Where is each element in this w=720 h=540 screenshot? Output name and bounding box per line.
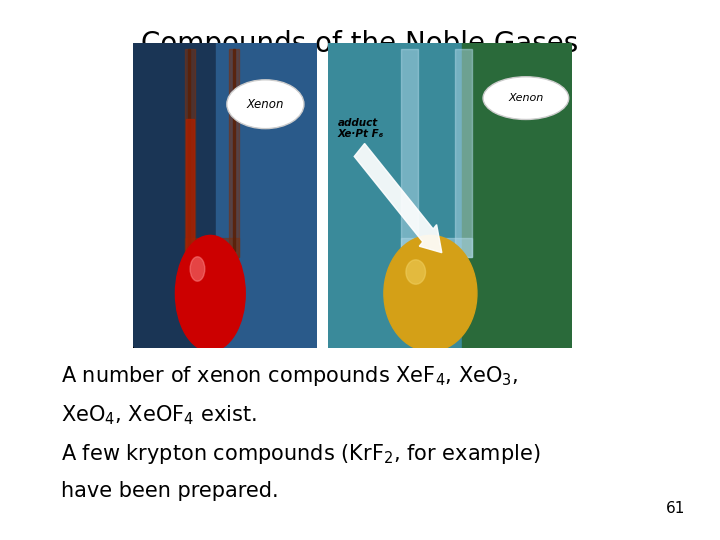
Bar	[189, 49, 190, 251]
Text: Compounds of the Noble Gases: Compounds of the Noble Gases	[141, 30, 579, 58]
Circle shape	[190, 257, 204, 281]
Bar	[229, 49, 239, 257]
Text: Xenon: Xenon	[247, 98, 284, 111]
Bar	[233, 49, 235, 251]
Bar	[186, 119, 194, 257]
FancyArrow shape	[354, 144, 442, 253]
Bar	[462, 43, 572, 348]
Text: have been prepared.: have been prepared.	[61, 481, 279, 501]
Bar	[184, 49, 194, 257]
Text: adduct
Xe·Pt F₆: adduct Xe·Pt F₆	[338, 118, 384, 139]
Text: Xenon: Xenon	[508, 93, 544, 103]
Text: XeO$_4$, XeOF$_4$ exist.: XeO$_4$, XeOF$_4$ exist.	[61, 403, 257, 427]
Ellipse shape	[227, 80, 304, 129]
Ellipse shape	[483, 77, 569, 119]
Bar	[328, 43, 462, 348]
Bar	[401, 239, 472, 257]
Bar	[133, 43, 216, 348]
Bar	[455, 49, 472, 257]
Circle shape	[176, 235, 246, 352]
Bar	[216, 43, 317, 348]
Text: A number of xenon compounds XeF$_4$, XeO$_3$,: A number of xenon compounds XeF$_4$, XeO…	[61, 364, 518, 388]
Text: 61: 61	[666, 501, 685, 516]
Bar	[184, 239, 239, 257]
Text: A few krypton compounds (KrF$_2$, for example): A few krypton compounds (KrF$_2$, for ex…	[61, 442, 541, 466]
Circle shape	[406, 260, 426, 284]
Circle shape	[384, 235, 477, 352]
Bar	[401, 49, 418, 257]
